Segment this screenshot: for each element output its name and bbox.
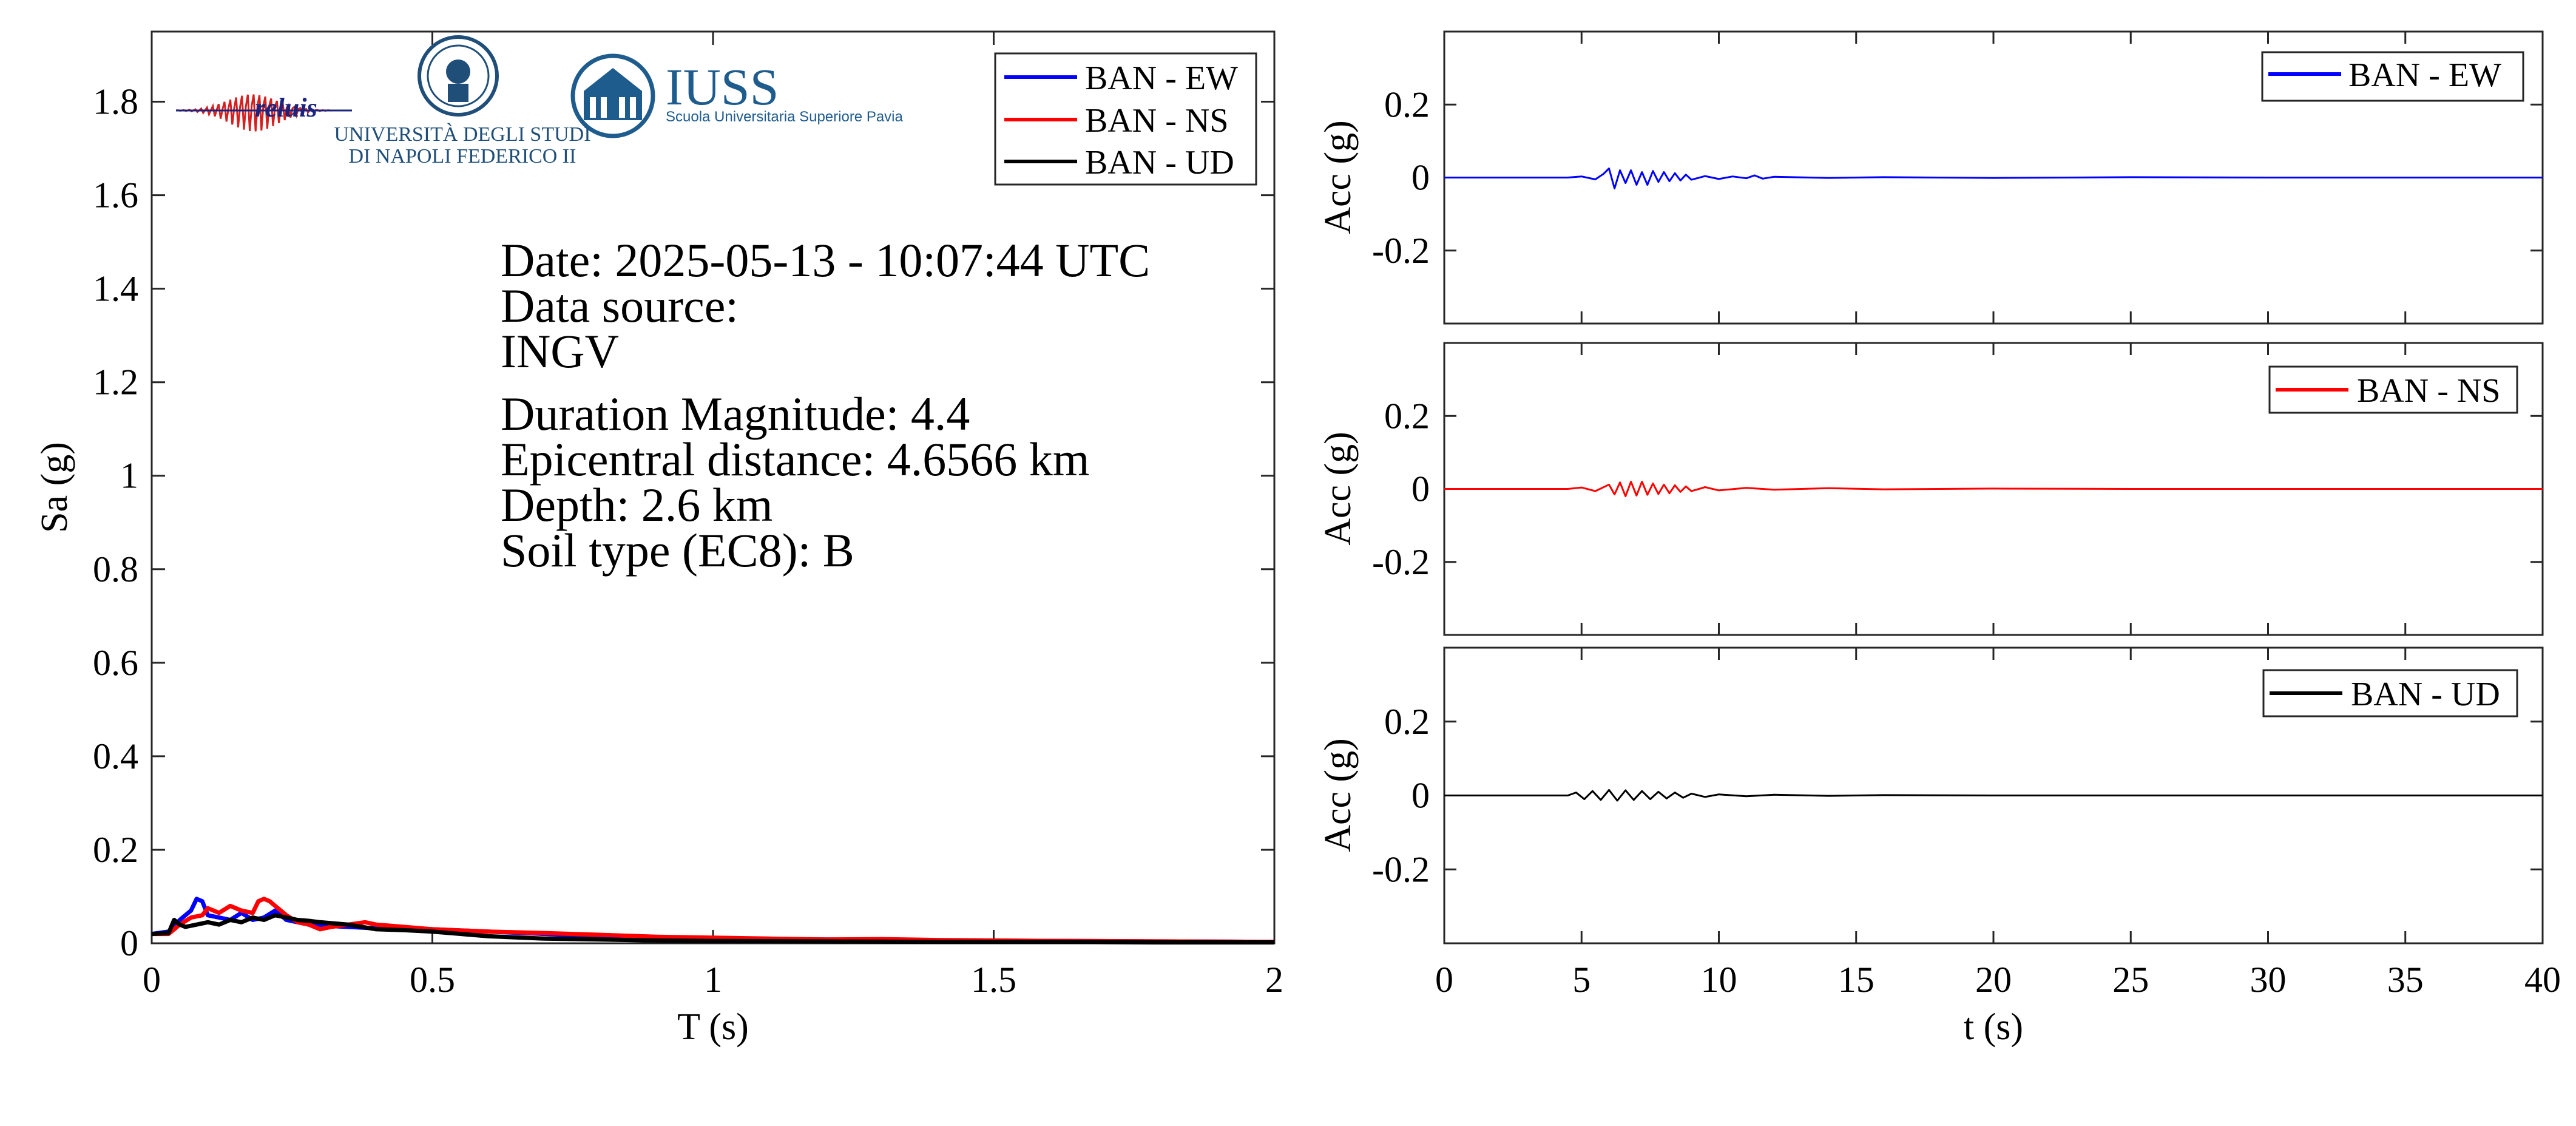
- unina-line-2: DI NAPOLI FEDERICO II: [349, 145, 576, 168]
- acc-y-tick-label: 0: [1411, 469, 1430, 509]
- acc-x-axis-label: t (s): [1964, 1006, 2023, 1048]
- reluis-logo: reluis: [175, 93, 352, 132]
- acc-line-ew: [1444, 168, 2543, 189]
- event-info: Date: 2025-05-13 - 10:07:44 UTC Data sou…: [501, 234, 1150, 577]
- panel-ew-legend-label: BAN - EW: [2348, 56, 2501, 94]
- spectrum-x-tick-label: 0: [143, 960, 161, 1000]
- panel-ew-ticks: 0.2 0 -0.2: [1372, 32, 2544, 324]
- acc-y-tick-label: -0.2: [1372, 849, 1430, 889]
- event-distance: Epicentral distance: 4.6566 km: [501, 433, 1089, 486]
- acc-x-tick-label: 10: [1701, 960, 1737, 1000]
- spectrum-line-ud: [151, 913, 1274, 945]
- acc-x-tick-label: 25: [2112, 960, 2149, 1000]
- data-source-value: INGV: [501, 325, 619, 378]
- acc-y-tick-label: 0.2: [1384, 84, 1430, 124]
- spectrum-chart: 0 0.2 0.4 0.6 0.8 1 1.2 1.4 1.6 1.8 0 0.5 1 1.5 2 Sa …: [34, 30, 1283, 1048]
- panel-ns-legend-label: BAN - NS: [2357, 372, 2500, 410]
- panel-ns: Acc (g) 0.2 0 -0.2 BAN - NS: [1317, 342, 2544, 636]
- unina-line-1: UNIVERSITÀ DEGLI STUDI: [334, 123, 590, 146]
- spectrum-y-tick-label: 0.6: [93, 643, 138, 683]
- acc-x-tick-label: 40: [2524, 960, 2561, 1000]
- acc-y-tick-label: 0: [1411, 158, 1430, 198]
- panel-ew-series: [1444, 168, 2543, 189]
- panel-ud: Acc (g) 0.2 0 -0.2 BAN - UD: [1317, 646, 2544, 945]
- iuss-subtitle: Scuola Universitaria Superiore Pavia: [666, 109, 904, 125]
- panel-ud-legend-label: BAN - UD: [2351, 676, 2500, 713]
- event-date: Date: 2025-05-13 - 10:07:44 UTC: [501, 234, 1150, 287]
- spectrum-y-tick-label: 1.2: [93, 362, 138, 402]
- accelerogram-charts: Acc (g) 0.2 0 -0.2 BAN - EW Acc (g) 0.2 0 -0…: [1317, 30, 2561, 1048]
- acc-y-tick-label: -0.2: [1372, 231, 1430, 271]
- spectrum-x-tick-label: 2: [1265, 960, 1283, 1000]
- acc-x-tick-label: 30: [2250, 960, 2287, 1000]
- spectrum-y-tick-label: 0.2: [93, 830, 138, 870]
- legend-ns-label: BAN - NS: [1085, 102, 1228, 140]
- spectrum-x-tick-label: 1.5: [971, 960, 1016, 1000]
- spectrum-y-tick-label: 1: [120, 456, 138, 496]
- spectrum-y-axis-label: Sa (g): [34, 442, 75, 533]
- spectrum-x-tick-label: 1: [704, 960, 722, 1000]
- spectrum-y-ticks: 0 0.2 0.4 0.6 0.8 1 1.2 1.4 1.6 1.8: [93, 82, 1274, 963]
- panel-ew: Acc (g) 0.2 0 -0.2 BAN - EW: [1317, 30, 2544, 325]
- acc-line-ud: [1444, 789, 2543, 802]
- spectrum-y-tick-label: 1.4: [93, 269, 138, 309]
- panel-ew-y-axis-label: Acc (g): [1317, 120, 1359, 234]
- spectrum-x-tick-label: 0.5: [410, 960, 455, 1000]
- spectrum-legend: BAN - EW BAN - NS BAN - UD: [994, 52, 1257, 186]
- panel-ew-legend: [2261, 51, 2524, 102]
- legend-ud-label: BAN - UD: [1085, 144, 1234, 181]
- acc-x-tick-label: 5: [1572, 960, 1591, 1000]
- unina-logo: UNIVERSITÀ DEGLI STUDI DI NAPOLI FEDERIC…: [334, 35, 591, 168]
- event-magnitude: Duration Magnitude: 4.4: [501, 387, 970, 440]
- legend-ew-label: BAN - EW: [1085, 59, 1238, 97]
- soil-type: Soil type (EC8): B: [501, 524, 854, 577]
- iuss-logo: IUSS Scuola Universitaria Superiore Pavi…: [570, 53, 904, 138]
- acc-x-tick-label: 35: [2387, 960, 2424, 1000]
- data-source-label: Data source:: [501, 279, 739, 332]
- spectrum-x-axis-label: T (s): [677, 1006, 749, 1048]
- acc-x-tick-label: 15: [1838, 960, 1875, 1000]
- acc-y-tick-label: 0.2: [1384, 702, 1430, 742]
- panel-ns-y-axis-label: Acc (g): [1317, 432, 1359, 546]
- panel-ud-series: [1444, 789, 2543, 802]
- acc-x-ticks: 0 5 10 15 20 25 30 35 40: [1435, 960, 2561, 1000]
- panel-ud-y-axis-label: Acc (g): [1317, 738, 1359, 852]
- event-depth: Depth: 2.6 km: [501, 478, 772, 531]
- acc-x-tick-label: 20: [1975, 960, 2012, 1000]
- panel-ud-ticks: 0.2 0 -0.2: [1372, 648, 2544, 943]
- spectrum-y-tick-label: 1.6: [93, 175, 138, 215]
- spectrum-y-tick-label: 1.8: [93, 82, 138, 122]
- spectrum-y-tick-label: 0.8: [93, 549, 138, 589]
- spectrum-y-tick-label: 0.4: [93, 736, 138, 776]
- acc-y-tick-label: -0.2: [1372, 542, 1430, 582]
- acc-y-tick-label: 0.2: [1384, 396, 1430, 436]
- iuss-title: IUSS: [666, 58, 779, 116]
- acc-line-ns: [1444, 481, 2543, 497]
- acc-x-tick-label: 0: [1435, 960, 1453, 1000]
- spectrum-series: [151, 897, 1275, 945]
- panel-ns-ticks: 0.2 0 -0.2: [1372, 343, 2544, 635]
- reluis-logo-text: reluis: [255, 93, 317, 123]
- spectrum-y-tick-label: 0: [120, 923, 138, 963]
- acc-y-tick-label: 0: [1411, 776, 1430, 816]
- panel-ns-series: [1444, 481, 2543, 497]
